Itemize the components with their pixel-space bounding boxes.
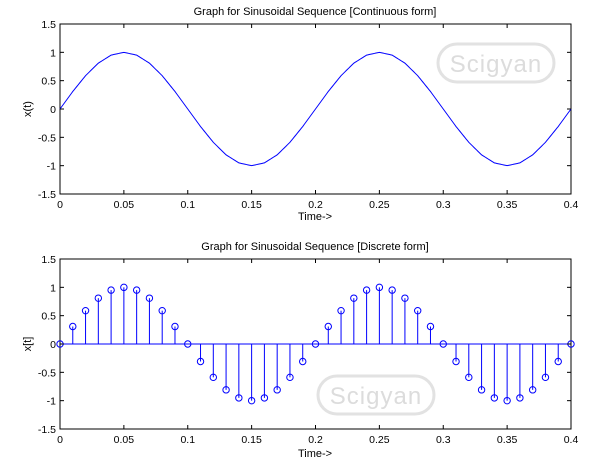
stem-marker [107,286,115,294]
stem-marker [209,373,218,382]
x-tick-label: 0.15 [241,434,262,446]
continuous-plot-ticks: 0 0.05 0.1 0.15 0.2 0.25 0.3 0.35 0.4 -1.5 -1 -0.5 0… [38,19,579,211]
x-tick-label: 0.4 [564,434,579,446]
x-tick-label: 0.05 [114,199,135,211]
x-tick-label: 0.4 [564,199,579,211]
stem-marker [184,340,192,348]
continuous-plot-title: Graph for Sinusoidal Sequence [Continuou… [194,6,437,18]
x-tick-label: 0 [57,199,63,211]
stem-marker [375,283,384,292]
stem-marker [439,340,447,348]
discrete-plot-ylabel: x[t] [22,337,34,352]
y-tick-label: -1.5 [38,189,56,201]
x-tick-label: 0.1 [180,199,195,211]
stem-marker [311,340,320,348]
discrete-watermark: Scigyan [316,374,436,416]
stem-marker [94,294,103,302]
stem-marker [120,283,128,292]
stem-marker [247,396,256,405]
x-tick-label: 0.2 [308,199,323,211]
y-tick-label: 0 [50,104,56,116]
stem-marker [235,394,243,402]
y-tick-label: -1 [47,396,56,408]
stem-marker [132,286,141,294]
discrete-plot-marks [56,283,575,405]
continuous-plot-xlabel: Time-> [298,211,332,223]
stem-marker [196,357,205,366]
x-tick-label: 0.1 [180,434,195,446]
stem-marker [324,322,332,331]
discrete-watermark-text: Scigyan [330,383,422,410]
stem-marker [554,357,562,366]
continuous-plot: Graph for Sinusoidal Sequence [Continuou… [22,6,578,223]
stem-marker [158,306,166,315]
y-tick-label: 0.5 [41,76,56,88]
stem-marker [477,386,486,394]
stem-marker [528,386,537,394]
stem-marker [388,286,396,294]
x-tick-label: 0 [57,434,63,446]
continuous-plot-marks [59,51,572,167]
continuous-watermark-text: Scigyan [450,51,542,78]
stem-marker [426,322,435,331]
y-tick-label: -0.5 [38,367,56,379]
continuous-plot-ylabel: x(t) [22,101,34,117]
stem-marker [452,357,460,366]
stem-marker [401,294,409,302]
stem-marker [69,322,77,331]
y-tick-label: 1 [50,47,56,59]
stem-marker [81,306,90,315]
y-tick-label: -0.5 [38,132,56,144]
y-tick-label: -1.5 [38,424,56,436]
stem-marker [465,373,473,382]
y-tick-label: 1.5 [41,19,56,31]
stem-marker [490,394,499,402]
stem-marker [286,373,294,382]
x-tick-label: 0.2 [308,434,323,446]
x-tick-label: 0.05 [114,434,135,446]
x-tick-label: 0.35 [497,434,518,446]
x-tick-label: 0.15 [241,199,262,211]
x-tick-label: 0.35 [497,199,518,211]
stem-marker [414,306,422,315]
continuous-watermark: Scigyan [436,42,556,84]
y-tick-label: 1.5 [41,254,56,266]
stem-marker [350,294,358,302]
y-tick-label: 1 [50,282,56,294]
x-tick-label: 0.25 [369,199,390,211]
stem-marker [337,306,345,315]
x-tick-label: 0.3 [436,434,451,446]
discrete-plot-ticks: 0 0.05 0.1 0.15 0.2 0.25 0.3 0.35 0.4 -1.5 -1 -0.5 0… [38,254,579,446]
stem-marker [503,396,511,405]
discrete-plot-title: Graph for Sinusoidal Sequence [Discrete … [201,241,428,253]
discrete-plot: Graph for Sinusoidal Sequence [Discrete … [22,241,578,460]
stem-marker [222,386,230,394]
stem-marker [362,286,371,294]
series-line [59,51,572,167]
x-tick-label: 0.3 [436,199,451,211]
discrete-plot-xlabel: Time-> [298,448,332,460]
stem-marker [299,357,307,366]
y-tick-label: -1 [47,161,56,173]
stem-marker [171,322,179,331]
y-tick-label: 0.5 [41,311,56,323]
stem-marker [516,394,524,402]
y-tick-label: 0 [50,339,56,351]
stem-marker [541,373,550,382]
stem-marker [260,394,269,402]
stem-marker [145,294,154,302]
stem-marker [273,386,281,394]
x-tick-label: 0.25 [369,434,390,446]
